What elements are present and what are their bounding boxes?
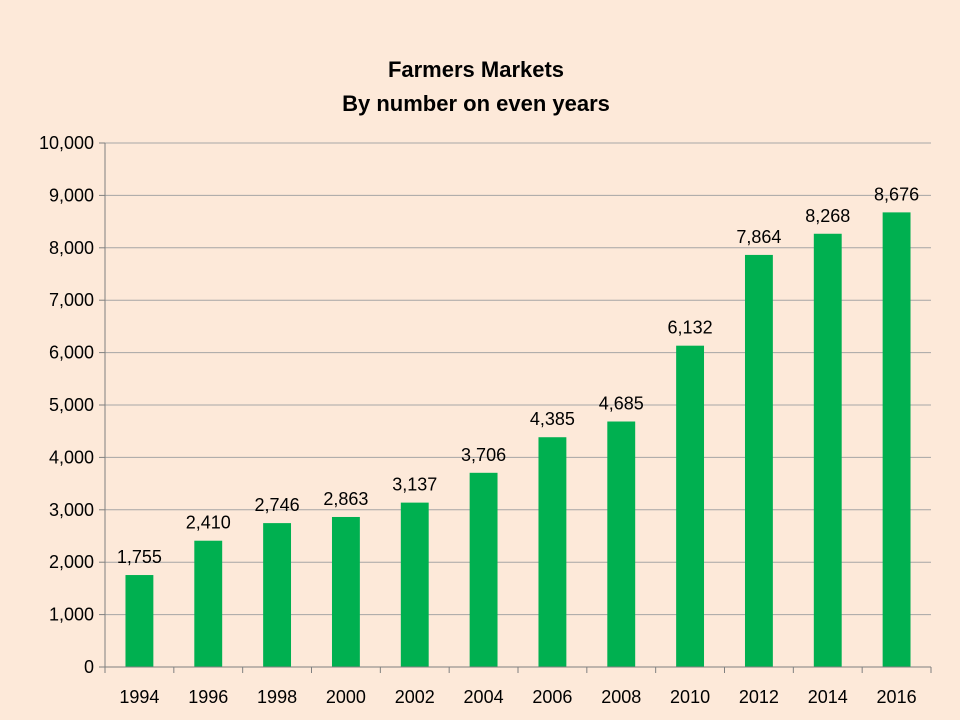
bar-2006 [538, 437, 567, 667]
y-tick-label: 8,000 [49, 238, 94, 258]
bar-2000 [331, 516, 360, 667]
bar-1996 [194, 540, 223, 667]
x-tick-label: 2016 [877, 687, 917, 707]
data-label-2002: 3,137 [392, 475, 437, 495]
y-tick-label: 4,000 [49, 447, 94, 467]
data-label-2004: 3,706 [461, 445, 506, 465]
bar-2008 [607, 421, 636, 667]
data-label-2014: 8,268 [805, 206, 850, 226]
x-tick-label: 1996 [188, 687, 228, 707]
bar-2004 [469, 472, 498, 667]
data-label-1998: 2,746 [255, 495, 300, 515]
chart-subtitle: By number on even years [342, 91, 610, 116]
bar-1994 [125, 575, 154, 667]
y-tick-label: 7,000 [49, 290, 94, 310]
data-label-2016: 8,676 [874, 184, 919, 204]
y-tick-label: 1,000 [49, 605, 94, 625]
y-tick-label: 10,000 [39, 133, 94, 153]
data-label-2010: 6,132 [668, 318, 713, 338]
y-tick-label: 9,000 [49, 185, 94, 205]
data-label-2012: 7,864 [736, 227, 781, 247]
y-tick-label: 0 [84, 657, 94, 677]
x-tick-label: 2006 [532, 687, 572, 707]
data-label-1996: 2,410 [186, 513, 231, 533]
x-tick-label: 1994 [119, 687, 159, 707]
bar-1998 [263, 523, 292, 667]
axes [99, 142, 932, 673]
bar-2002 [400, 502, 429, 667]
data-label-2006: 4,385 [530, 409, 575, 429]
bar-2010 [676, 345, 705, 667]
y-tick-label: 5,000 [49, 395, 94, 415]
data-label-1994: 1,755 [117, 547, 162, 567]
gridlines [105, 142, 931, 616]
x-tick-label: 2002 [395, 687, 435, 707]
bars [125, 212, 911, 668]
data-label-2000: 2,863 [323, 489, 368, 509]
y-tick-label: 2,000 [49, 552, 94, 572]
y-tick-label: 3,000 [49, 500, 94, 520]
bar-2012 [744, 254, 773, 668]
bar-2016 [882, 212, 911, 667]
x-tick-label: 2014 [808, 687, 848, 707]
bar-2014 [813, 233, 842, 667]
labels: 0 1,000 2,000 3,000 4,000 5,000 6,000 7,000 8,00… [39, 133, 919, 707]
data-label-2008: 4,685 [599, 394, 644, 414]
x-tick-label: 2004 [464, 687, 504, 707]
x-tick-label: 2000 [326, 687, 366, 707]
x-tick-label: 2010 [670, 687, 710, 707]
y-tick-label: 6,000 [49, 343, 94, 363]
x-tick-label: 2008 [601, 687, 641, 707]
chart-title: Farmers Markets [388, 57, 564, 82]
x-tick-label: 2012 [739, 687, 779, 707]
x-tick-label: 1998 [257, 687, 297, 707]
